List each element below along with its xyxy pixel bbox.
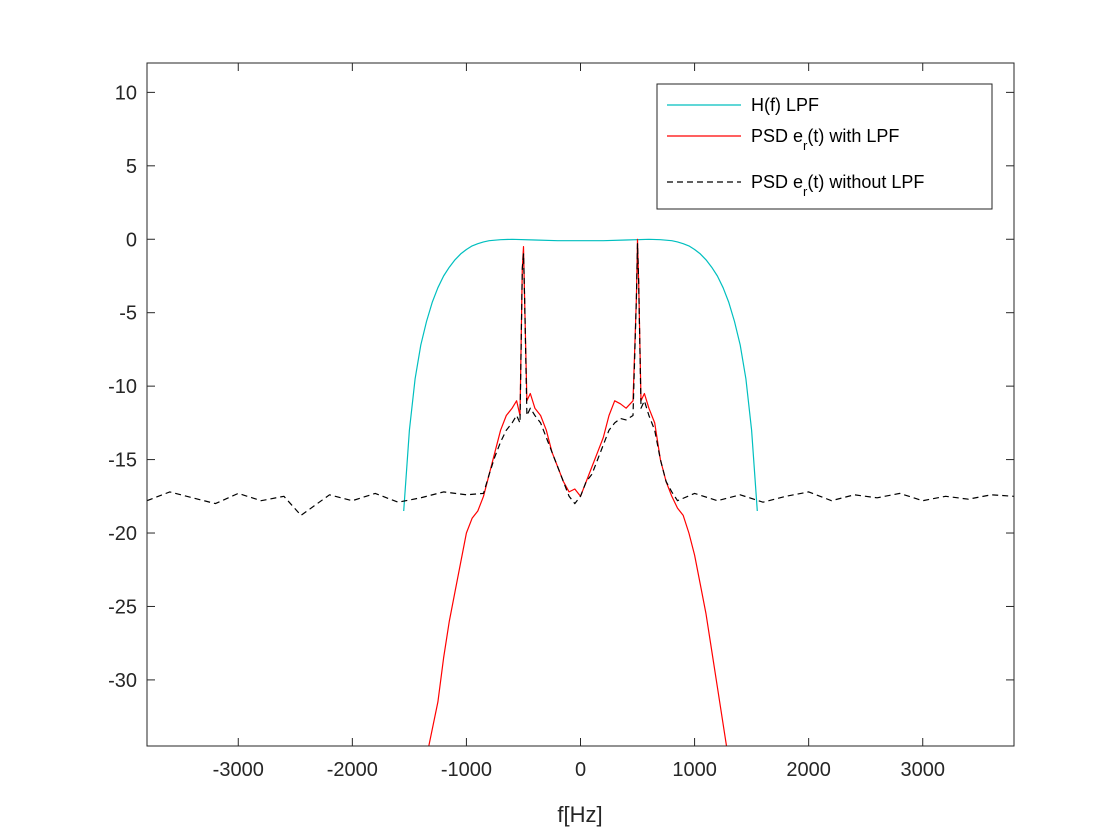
y-tick-label: 10: [115, 82, 137, 104]
y-tick-label: -25: [108, 596, 137, 618]
x-tick-label: -3000: [213, 759, 264, 781]
x-tick-label: 0: [575, 759, 586, 781]
legend-entry-psd-without-lpf: PSD er(t) without LPF: [751, 172, 924, 199]
series-layer: [147, 238, 1014, 746]
y-tick-label: -10: [108, 376, 137, 398]
y-tick-label: 5: [126, 156, 137, 178]
x-axis-ticks: -3000 -2000 -1000 0 1000 2000 3000: [213, 63, 945, 781]
x-tick-label: -2000: [327, 759, 378, 781]
legend-entry-psd-with-lpf: PSD er(t) with LPF: [751, 126, 899, 153]
y-tick-label: -20: [108, 523, 137, 545]
series-line-2: [147, 243, 1014, 517]
y-tick-label: -15: [108, 450, 137, 472]
y-axis-ticks: 10 5 0 -5 -10 -15 -20 -25 -30: [108, 82, 1014, 692]
x-tick-label: 3000: [900, 759, 945, 781]
x-tick-label: -1000: [441, 759, 492, 781]
y-tick-label: -5: [119, 303, 137, 325]
y-tick-label: -30: [108, 670, 137, 692]
legend: H(f) LPF PSD er(t) with LPF PSD er(t) wi…: [656, 83, 993, 210]
x-tick-label: 1000: [672, 759, 717, 781]
x-tick-label: 2000: [786, 759, 831, 781]
legend-entry-hf-lpf: H(f) LPF: [751, 95, 819, 115]
x-axis-label: f[Hz]: [557, 802, 602, 827]
series-line-0: [403, 238, 758, 512]
y-tick-label: 0: [126, 229, 137, 251]
